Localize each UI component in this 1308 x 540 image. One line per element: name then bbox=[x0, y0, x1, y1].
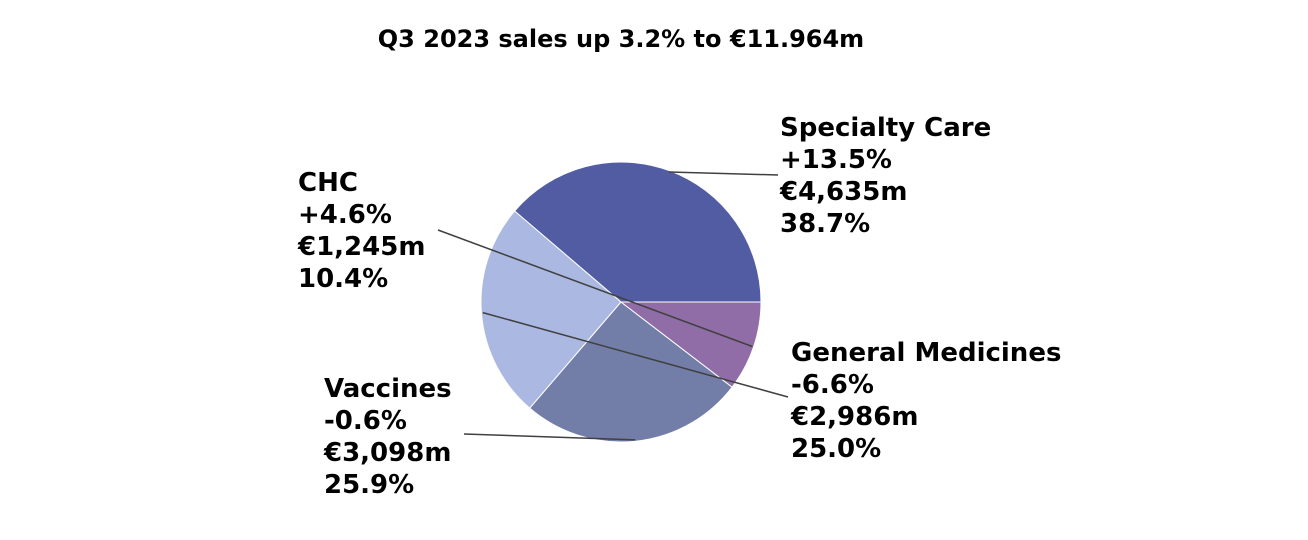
leader-line-chc bbox=[437, 229, 753, 348]
slice-label-chc: CHC +4.6% €1,245m 10.4% bbox=[297, 168, 425, 294]
leader-line-specialty-care bbox=[668, 171, 779, 176]
slice-label-specialty-care: Specialty Care +13.5% €4,635m 38.7% bbox=[779, 113, 991, 239]
label-share: 38.7% bbox=[780, 209, 870, 239]
label-name: Specialty Care bbox=[780, 113, 991, 143]
pie-slice-chc bbox=[619, 301, 762, 388]
leader-line-vaccines bbox=[463, 433, 636, 441]
label-change: +4.6% bbox=[298, 200, 392, 230]
label-name: CHC bbox=[298, 168, 358, 198]
label-change: -0.6% bbox=[324, 406, 407, 436]
label-sales: €3,098m bbox=[323, 438, 451, 468]
pie-slice-vaccines bbox=[529, 301, 733, 443]
slice-label-general-medicines: General Medicines -6.6% €2,986m 25.0% bbox=[790, 338, 1061, 464]
label-share: 10.4% bbox=[298, 264, 388, 294]
label-sales: €1,245m bbox=[297, 232, 425, 262]
pie-slice-specialty-care bbox=[513, 161, 762, 303]
slice-labels: Specialty Care +13.5% €4,635m 38.7% General … bbox=[297, 113, 1061, 500]
label-sales: €2,986m bbox=[790, 402, 918, 432]
leader-line-general-medicines bbox=[482, 311, 789, 398]
chart-title: Q3 2023 sales up 3.2% to €11.964m bbox=[378, 25, 864, 53]
leader-lines bbox=[437, 171, 789, 441]
pie-slices bbox=[480, 161, 762, 443]
pie-slice-general-medicines bbox=[480, 210, 622, 409]
label-name: General Medicines bbox=[791, 338, 1061, 368]
label-change: -6.6% bbox=[791, 370, 874, 400]
slice-label-vaccines: Vaccines -0.6% €3,098m 25.9% bbox=[323, 374, 452, 500]
label-name: Vaccines bbox=[324, 374, 452, 404]
label-change: +13.5% bbox=[780, 145, 892, 175]
label-sales: €4,635m bbox=[779, 177, 907, 207]
label-share: 25.9% bbox=[324, 470, 414, 500]
label-share: 25.0% bbox=[791, 434, 881, 464]
